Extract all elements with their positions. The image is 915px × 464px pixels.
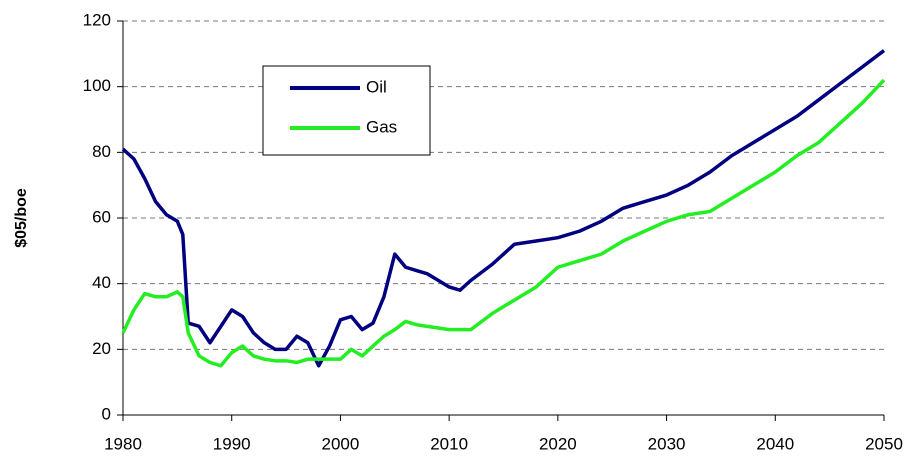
- x-tick-label: 2020: [539, 434, 577, 453]
- y-tick-label: 40: [92, 273, 111, 292]
- x-tick-label: 1980: [104, 434, 142, 453]
- legend-label: Oil: [366, 77, 387, 96]
- series-line: [121, 49, 886, 368]
- y-tick-label: 80: [92, 142, 111, 161]
- x-tick-label: 2040: [756, 434, 794, 453]
- y-axis-label: $05/boe: [13, 188, 30, 248]
- x-tick-label: 2050: [865, 434, 903, 453]
- x-tick-label: 2010: [430, 434, 468, 453]
- y-tick-label: 60: [92, 207, 111, 226]
- x-tick-label: 2030: [648, 434, 686, 453]
- legend-box: [262, 65, 431, 156]
- legend-label: Gas: [366, 117, 397, 136]
- x-tick-label: 1990: [213, 434, 251, 453]
- y-tick-label: 20: [92, 339, 111, 358]
- series-line: [121, 78, 886, 368]
- y-tick-label: 0: [102, 404, 111, 423]
- y-tick-label: 100: [83, 76, 111, 95]
- y-tick-label: 120: [83, 10, 111, 29]
- x-tick-label: 2000: [322, 434, 360, 453]
